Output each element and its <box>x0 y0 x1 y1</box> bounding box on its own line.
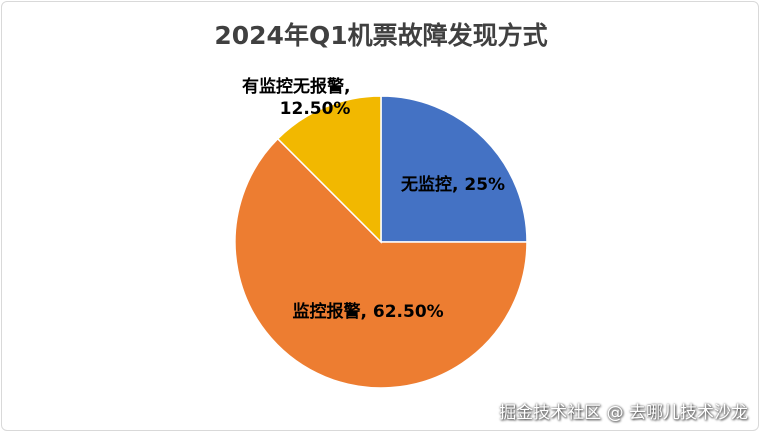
data-label: 无监控, 25% <box>401 175 506 195</box>
data-label: 监控报警, 62.50% <box>292 302 444 322</box>
pie-slice <box>276 95 382 244</box>
chart-title: 2024年Q1机票故障发现方式 <box>214 21 548 50</box>
watermark: 掘金技术社区 @ 去哪儿技术沙龙 <box>499 403 748 423</box>
pie-slice <box>234 137 528 389</box>
pie-slice <box>380 95 528 243</box>
data-label: 有监控无报警, 12.50% <box>242 77 351 119</box>
